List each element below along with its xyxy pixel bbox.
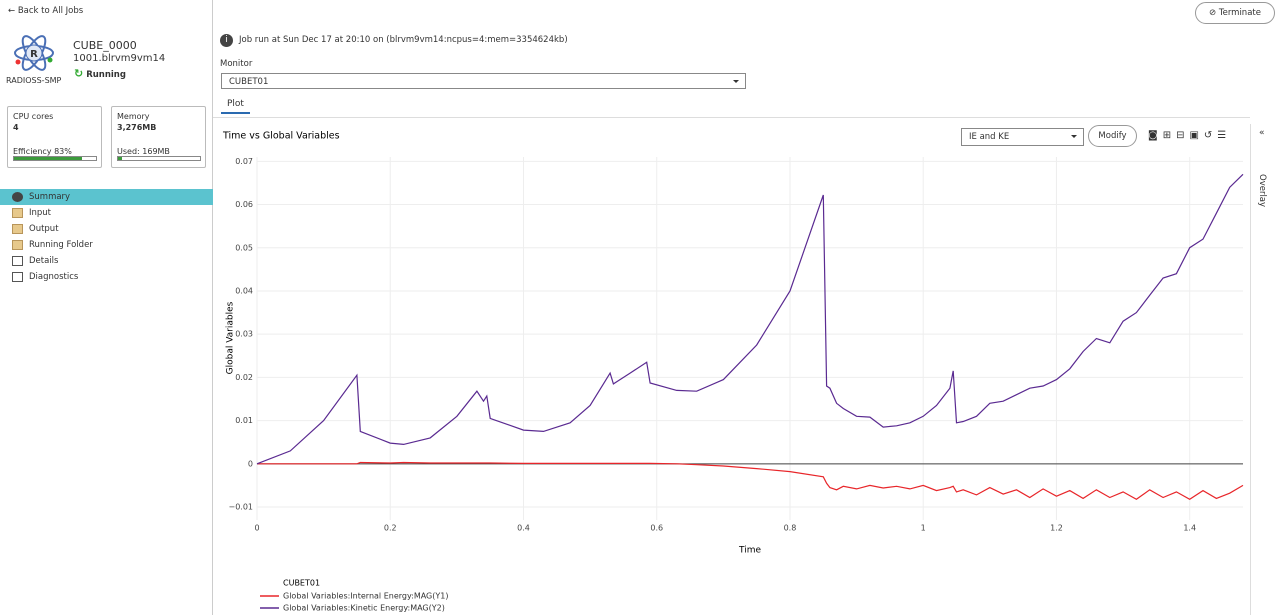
terminate-text: Terminate [1218,8,1261,18]
y-tick-label: 0.02 [235,373,253,382]
toolbar-icons[interactable]: ◙⊞⊟▣↺☰ [1148,130,1232,141]
sidebar: ← Back to All Jobs R RADIOSS-SMP CUBE_00… [0,0,213,615]
nav-item[interactable]: Output [0,221,213,237]
memory-value: 3,276MB [117,123,157,132]
nav-item[interactable]: Details [0,253,213,269]
job-name: CUBE_0000 [73,39,137,52]
legend-label: Global Variables:Kinetic Energy:MAG(Y2) [283,604,445,613]
nav-text: Input [29,208,52,218]
nav-text: Output [29,224,59,234]
y-tick-label: 0 [248,459,253,468]
series-line [256,173,1244,465]
svg-text:R: R [30,49,38,60]
y-tick-label: 0.06 [235,200,253,209]
legend-title: CUBET01 [283,579,320,588]
efficiency-value: 83% [54,147,72,156]
memory-label: Memory [117,112,150,121]
monitor-select[interactable]: CUBET01 [221,73,746,89]
nav-text: Details [29,256,59,266]
back-link[interactable]: ← Back to All Jobs [8,6,84,16]
overlay-toggle[interactable]: Overlay [1257,174,1267,208]
overlay-panel: « Overlay [1250,124,1280,615]
memory-card: Memory 3,276MB Used: 169MB [111,106,206,168]
x-tick-label: 1.2 [1050,524,1063,533]
preset-select[interactable]: IE and KE [961,128,1084,146]
monitor-label: Monitor [220,59,253,69]
efficiency-label: Efficiency [13,147,52,156]
x-tick-label: 0.4 [517,524,530,533]
nav-text: Summary [29,192,71,202]
nav-item[interactable]: Running Folder [0,237,213,253]
nav-item[interactable]: Input [0,205,213,221]
chart-title: Time vs Global Variables [222,131,340,142]
memory-bar [117,156,201,161]
nav-text: Running Folder [29,240,93,250]
cpu-value: 4 [13,123,19,132]
x-tick-label: 1 [921,524,926,533]
modify-button[interactable]: Modify [1088,125,1137,147]
y-tick-label: −0.01 [228,503,253,512]
series-line [257,461,1244,501]
nav-text: Diagnostics [29,272,79,282]
x-tick-label: 0.8 [784,524,797,533]
x-axis-label: Time [738,546,761,556]
status: ↻ Running [74,67,126,80]
cpu-card: CPU cores 4 Efficiency 83% [7,106,102,168]
cpu-label: CPU cores [13,112,54,121]
y-tick-label: 0.03 [235,330,253,339]
efficiency-bar [13,156,97,161]
y-tick-label: 0.05 [235,243,253,252]
terminate-button[interactable]: ⊘ Terminate [1195,2,1275,24]
x-tick-label: 0.2 [384,524,397,533]
x-tick-label: 1.4 [1183,524,1196,533]
x-tick-label: 0 [254,524,259,533]
memory-used: Used: 169MB [117,147,170,156]
nav-item[interactable]: Diagnostics [0,269,213,285]
legend-label: Global Variables:Internal Energy:MAG(Y1) [283,592,448,601]
plot-tab[interactable]: Plot [221,99,250,114]
job-id: 1001.blrvm9vm14 [73,53,166,64]
solver-icon: R [14,35,54,71]
efficiency: Efficiency 83% [13,147,72,156]
back-text: Back to All Jobs [17,6,84,16]
x-tick-label: 0.6 [650,524,663,533]
y-tick-label: 0.07 [235,157,253,166]
tab-divider [213,117,1250,118]
y-tick-label: 0.01 [235,416,253,425]
solver-name: RADIOSS-SMP [6,76,62,85]
y-tick-label: 0.04 [235,286,253,295]
y-axis-label: Global Variables [226,301,236,374]
status-text: Running [86,70,126,80]
nav-item[interactable]: Summary [0,189,213,205]
job-info: i Job run at Sun Dec 17 at 20:10 on (blrv… [220,34,568,47]
job-info-text: Job run at Sun Dec 17 at 20:10 on (blrvm… [239,35,568,45]
chart: Time vs Global Variables Time Global Var… [222,131,1244,613]
